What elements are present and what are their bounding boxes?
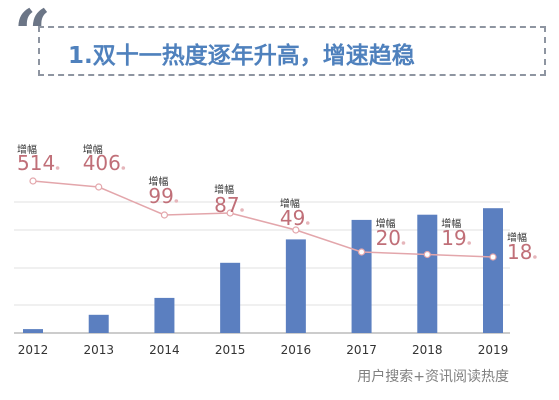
growth-value-dot-2014 <box>174 199 179 203</box>
growth-point-2019 <box>489 253 497 261</box>
growth-caption-2017: 增幅 <box>376 217 396 230</box>
x-tick-2019: 2019 <box>478 343 509 357</box>
bar-2018 <box>417 214 438 333</box>
page-title: 1.双十一热度逐年升高，增速趋稳 <box>68 43 415 69</box>
growth-caption-2019: 增幅 <box>507 231 527 244</box>
bar-2017 <box>351 219 372 333</box>
x-tick-2018: 2018 <box>412 343 443 357</box>
growth-point-2017 <box>357 248 366 256</box>
growth-caption-2013: 增幅 <box>83 143 103 156</box>
growth-point-2016 <box>292 226 300 234</box>
growth-value-dot-2017 <box>401 241 406 245</box>
growth-value-2019: 18 <box>507 240 532 264</box>
bar-2012 <box>23 329 43 333</box>
growth-point-2014 <box>160 211 169 219</box>
quote-icon: “ <box>14 0 51 71</box>
bar-2014 <box>154 297 175 333</box>
bar-2019 <box>483 208 503 333</box>
growth-value-dot-2012 <box>55 166 60 170</box>
growth-value-2018: 19 <box>441 226 466 250</box>
growth-point-2012 <box>29 177 37 185</box>
growth-value-dot-2018 <box>467 241 471 245</box>
growth-line <box>32 180 494 258</box>
growth-value-2013: 406 <box>83 151 121 175</box>
x-tick-2013: 2013 <box>83 343 114 357</box>
growth-value-2017: 20 <box>376 226 401 250</box>
x-tick-2014: 2014 <box>149 343 180 357</box>
growth-value-2012: 514 <box>17 151 55 175</box>
bar-2013 <box>88 314 109 333</box>
growth-value-dot-2013 <box>121 166 126 170</box>
growth-value-2014: 99 <box>148 184 173 208</box>
growth-value-dot-2016 <box>305 221 310 225</box>
growth-point-2015 <box>226 209 234 217</box>
growth-value-dot-2015 <box>240 208 244 212</box>
x-tick-2016: 2016 <box>281 343 312 357</box>
growth-value-2016: 49 <box>280 206 305 230</box>
growth-caption-2012: 增幅 <box>17 143 37 156</box>
growth-caption-2018: 增幅 <box>441 217 461 230</box>
x-tick-2017: 2017 <box>346 343 377 357</box>
growth-point-2018 <box>423 250 431 259</box>
x-tick-2012: 2012 <box>18 343 49 357</box>
growth-caption-2015: 增幅 <box>214 183 234 196</box>
x-tick-2015: 2015 <box>215 343 246 357</box>
title-box: 1.双十一热度逐年升高，增速趋稳 <box>38 26 546 76</box>
growth-point-2013 <box>95 183 103 191</box>
growth-value-dot-2019 <box>533 255 537 259</box>
growth-caption-2016: 增幅 <box>280 197 300 210</box>
source-note: 用户搜索+资讯阅读热度 <box>357 369 509 385</box>
growth-caption-2014: 增幅 <box>148 175 168 188</box>
growth-value-2015: 87 <box>214 193 239 217</box>
bar-2016 <box>285 239 306 333</box>
bar-2015 <box>220 262 241 333</box>
